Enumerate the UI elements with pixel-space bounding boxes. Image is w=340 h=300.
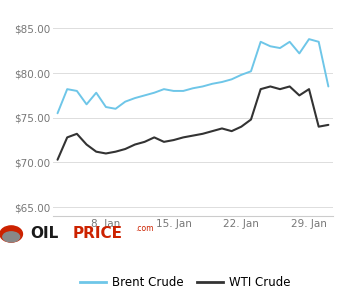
Ellipse shape xyxy=(3,232,20,242)
Ellipse shape xyxy=(0,226,22,242)
Text: .com: .com xyxy=(135,224,153,233)
Text: PRICE: PRICE xyxy=(73,226,123,242)
Text: OIL: OIL xyxy=(30,226,58,242)
Legend: Brent Crude, WTI Crude: Brent Crude, WTI Crude xyxy=(75,272,295,294)
